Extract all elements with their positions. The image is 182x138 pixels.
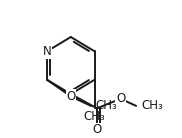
- Text: O: O: [66, 90, 75, 103]
- Text: O: O: [116, 92, 125, 105]
- Text: CH₃: CH₃: [141, 99, 163, 112]
- Text: O: O: [92, 123, 102, 136]
- Text: CH₃: CH₃: [96, 99, 118, 112]
- Text: CH₃: CH₃: [84, 110, 105, 123]
- Text: N: N: [43, 45, 52, 58]
